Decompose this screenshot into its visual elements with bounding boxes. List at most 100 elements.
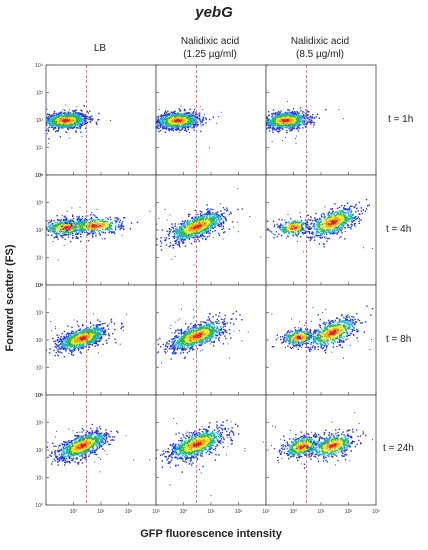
event-point [67, 229, 69, 231]
event-point [102, 219, 104, 221]
event-point [124, 217, 126, 219]
event-point [102, 231, 104, 234]
event-point [272, 123, 274, 126]
event-point [192, 231, 194, 234]
event-point [205, 229, 208, 232]
event-point [118, 226, 120, 228]
event-point [165, 127, 167, 129]
event-point [197, 230, 199, 232]
event-point [72, 226, 74, 229]
event-point [202, 235, 205, 237]
event-point [175, 123, 177, 125]
event-point [83, 116, 85, 118]
y-tick-label: 10³ [36, 201, 44, 207]
event-point [120, 225, 122, 228]
event-point [289, 223, 291, 225]
event-point [48, 138, 50, 140]
event-point [286, 112, 289, 115]
event-point [75, 226, 77, 228]
event-point [312, 121, 314, 123]
event-point [70, 113, 72, 115]
event-point [222, 221, 224, 224]
event-point [52, 222, 54, 225]
event-point [200, 228, 202, 230]
outlier-point [169, 214, 171, 216]
outlier-point [67, 114, 69, 116]
outlier-point [1, 243, 2, 244]
event-point [266, 116, 268, 118]
event-point [194, 122, 197, 124]
event-point [196, 229, 198, 231]
event-point [67, 117, 69, 120]
event-point [46, 226, 48, 228]
event-point [78, 115, 81, 117]
outlier-point [249, 215, 251, 217]
event-point [209, 212, 212, 215]
event-point [78, 216, 80, 219]
event-point [176, 235, 179, 237]
event-point [206, 236, 209, 238]
event-point [282, 116, 284, 118]
row-label-4h: t = 4h [386, 224, 412, 235]
event-point [283, 113, 285, 115]
event-point [222, 231, 225, 234]
event-point [193, 111, 195, 113]
event-point [69, 225, 71, 228]
event-point [100, 231, 103, 233]
event-point [190, 224, 192, 226]
event-point [310, 223, 312, 225]
event-point [65, 115, 68, 118]
event-point [195, 120, 197, 122]
event-point [121, 227, 123, 229]
event-point [64, 114, 67, 116]
event-point [207, 219, 210, 222]
event-point [72, 214, 74, 216]
event-point [76, 222, 78, 224]
outlier-point [184, 226, 186, 228]
event-point [73, 226, 75, 228]
population-points [266, 198, 374, 253]
event-point [182, 121, 184, 123]
event-point [58, 115, 61, 117]
event-point [75, 115, 77, 118]
event-point [136, 221, 139, 223]
event-point [203, 232, 206, 234]
event-point [74, 113, 76, 115]
event-point [278, 115, 280, 118]
event-point [269, 230, 271, 232]
event-point [84, 123, 86, 125]
event-point [116, 217, 118, 220]
event-point [218, 221, 220, 223]
event-point [207, 222, 209, 224]
event-point [77, 237, 79, 240]
event-point [159, 129, 162, 132]
event-point [291, 118, 293, 121]
outlier-point [214, 230, 216, 232]
event-point [89, 232, 91, 235]
event-point [192, 224, 194, 226]
event-point [51, 223, 53, 225]
outlier-point [191, 216, 193, 218]
event-point [77, 123, 79, 126]
event-point [73, 221, 75, 223]
event-point [193, 108, 196, 111]
event-point [275, 113, 277, 115]
outlier-point [149, 210, 151, 212]
outlier-point [338, 109, 340, 111]
event-point [72, 123, 74, 125]
event-point [72, 215, 74, 218]
event-point [157, 124, 159, 126]
event-point [172, 114, 175, 117]
event-point [160, 114, 163, 116]
event-point [83, 230, 85, 232]
event-point [206, 215, 208, 217]
outlier-point [171, 258, 173, 260]
event-point [309, 121, 312, 123]
event-point [172, 244, 174, 246]
event-point [49, 230, 52, 232]
event-point [65, 219, 67, 221]
event-point [213, 214, 215, 216]
outlier-point [216, 122, 218, 124]
event-point [201, 121, 204, 123]
outlier-point [83, 118, 85, 120]
